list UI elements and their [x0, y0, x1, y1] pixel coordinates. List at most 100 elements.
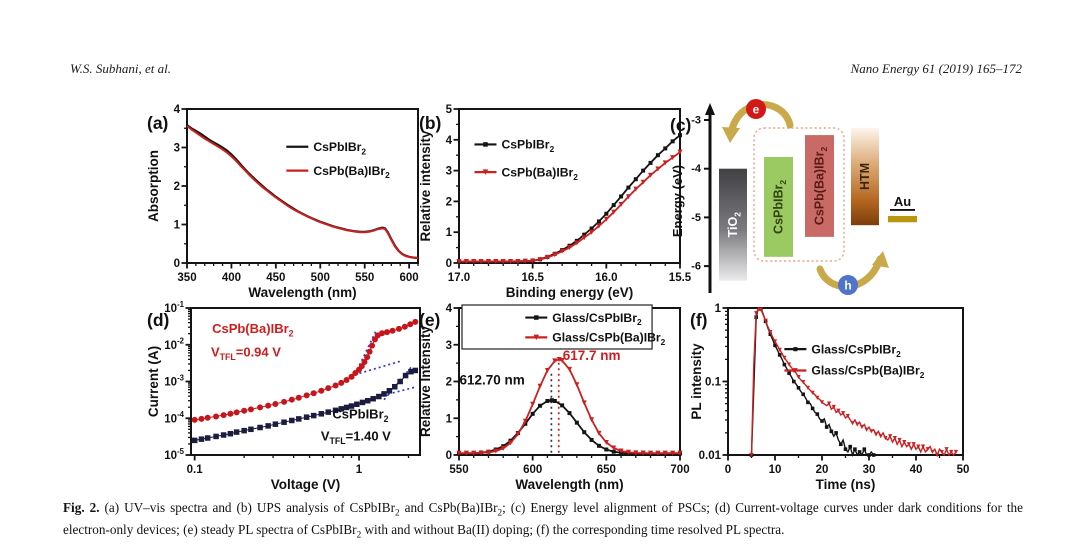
series-path: [194, 321, 416, 421]
y-tick-label: 2: [174, 181, 180, 193]
y-tick-label: 10-4: [164, 410, 184, 425]
x-tick-label: 0.1: [187, 464, 204, 476]
header-author: W.S. Subhani, et al.: [70, 61, 171, 76]
series-path: [459, 134, 681, 263]
x-tick-label: 550: [449, 464, 468, 476]
energy-bar-cspbibr2: [764, 157, 793, 257]
electron-symbol: e: [753, 103, 760, 117]
panel-letter: (a): [147, 113, 168, 133]
hole-symbol: h: [844, 279, 851, 293]
legend-box: [461, 304, 653, 350]
panel-d-iv-chart: 0.1 1 10-1 10-2 10-3 10-4 10-5 Voltage (V) Curre…: [145, 300, 430, 495]
x-tick-label: 16.5: [521, 272, 544, 284]
x-tick-label: 10: [769, 464, 782, 476]
y-tick-label: 1: [174, 220, 181, 232]
legend-item-label: CsPb(Ba)IBr2: [313, 164, 390, 180]
x-tick-label: 17.0: [448, 272, 470, 284]
figure-2: 350 400 450 500 550 600 0 1 2 3 4 Wavelength (nm) Ab…: [140, 95, 1020, 505]
energy-tick-label: -3: [691, 115, 701, 127]
y-axis-label: Relative Intensity: [418, 325, 433, 437]
x-tick-label: 40: [910, 464, 923, 476]
x-axis-label: Voltage (V): [271, 477, 341, 492]
x-tick-label: 20: [816, 464, 829, 476]
x-axis-label: Wavelength (nm): [515, 477, 623, 492]
panel-c-energy-diagram: -3 -4 -5 -6 Energy (eV) TiO2 CsPbIBr2 CsPb(Ba)I…: [670, 99, 950, 306]
x-tick-label: 400: [222, 272, 241, 284]
chart-svg-d: 0.1 1 10-1 10-2 10-3 10-4 10-5 Voltage (V) Curre…: [146, 300, 421, 492]
y-tick-label: 0.01: [699, 450, 722, 462]
y-tick-label: 4: [174, 104, 181, 116]
chart-annotation: CsPb(Ba)IBr2: [212, 321, 294, 339]
chart-annotation: VTFL=1.40 V: [321, 428, 391, 446]
perovskite-dotted-box: [753, 127, 845, 262]
series-path: [750, 306, 957, 457]
panel-e-pl-chart: 550 600 650 700 0 1 2 3 4 Wavelength (nm) Relative…: [417, 300, 692, 495]
x-tick-label: 16.0: [595, 272, 617, 284]
y-tick-label: 1: [715, 303, 722, 315]
y-tick-label: 3: [174, 143, 180, 155]
x-tick-label: 550: [355, 272, 374, 284]
hole-arrowhead: [872, 251, 889, 268]
legend-item-label: CsPbIBr2: [501, 138, 554, 154]
caption-label: Fig. 2.: [63, 500, 100, 515]
y-tick-label: 1: [446, 227, 453, 239]
x-tick-label: 1: [356, 464, 363, 476]
legend-item-label: CsPb(Ba)IBr2: [501, 165, 578, 181]
series-path: [186, 125, 419, 259]
legend-item-label: Glass/CsPbIBr2: [552, 311, 642, 327]
chart-svg-b: 17.0 16.5 16.0 15.5 0 1 2 3 4 5 Binding energy (eV…: [418, 104, 692, 300]
x-tick-label: 500: [311, 272, 330, 284]
energy-axis-label: Energy (eV): [670, 165, 685, 237]
energy-bar-au: [888, 215, 917, 223]
chart-svg-a: 350 400 450 500 550 600 0 1 2 3 4 Wavelength (nm) Ab…: [146, 104, 419, 300]
x-tick-label: 650: [597, 464, 616, 476]
chart-annotation: 617.7 nm: [563, 348, 621, 363]
series-path: [458, 399, 680, 455]
x-tick-label: 15.5: [669, 272, 692, 284]
y-tick-label: 5: [446, 104, 453, 116]
panel-letter: (f): [690, 310, 707, 330]
energy-tick-label: -5: [691, 212, 701, 224]
chart-svg-c: -3 -4 -5 -6 Energy (eV) TiO2 CsPbIBr2 CsPb(Ba)I…: [670, 99, 917, 295]
y-tick-label: 4: [446, 303, 453, 315]
bar-label-au: Au: [894, 194, 911, 209]
y-tick-label: 2: [446, 377, 452, 389]
legend-item-label: Glass/CsPb(Ba)IBr2: [811, 364, 924, 380]
chart-annotation: CsPbIBr2: [332, 406, 388, 424]
series-path: [186, 124, 419, 260]
legend-item-label: CsPbIBr2: [313, 140, 366, 156]
header-journal: Nano Energy 61 (2019) 165–172: [850, 61, 1022, 76]
x-axis-label: Wavelength (nm): [248, 285, 356, 300]
x-tick-label: 700: [670, 464, 689, 476]
bar-label-tio2: TiO2: [726, 212, 743, 238]
y-tick-label: 10-3: [164, 373, 184, 388]
caption-text: (a) UV–vis spectra and (b) UPS analysis …: [63, 500, 1023, 540]
y-tick-label: 0: [174, 258, 180, 270]
y-tick-label: 2: [446, 196, 452, 208]
chart-annotation: VTFL=0.94 V: [211, 345, 281, 363]
y-tick-label: 3: [446, 340, 452, 352]
panel-letter: (e): [419, 310, 440, 330]
x-tick-label: 30: [863, 464, 876, 476]
y-axis-label: Absorption: [146, 150, 161, 222]
legend-item-label: Glass/CsPbIBr2: [811, 342, 901, 358]
chart-svg-e: 550 600 650 700 0 1 2 3 4 Wavelength (nm) Relative…: [418, 303, 690, 492]
x-axis-label: Binding energy (eV): [506, 285, 634, 300]
x-tick-label: 600: [400, 272, 419, 284]
panel-b-ups-chart: 17.0 16.5 16.0 15.5 0 1 2 3 4 5 Binding energy (eV…: [417, 103, 692, 303]
y-tick-label: 0: [446, 450, 452, 462]
fit-line: [382, 386, 416, 397]
y-tick-label: 10-5: [164, 447, 184, 462]
y-tick-label: 10-1: [164, 300, 184, 315]
energy-tick-label: -4: [691, 163, 702, 175]
x-tick-label: 450: [266, 272, 285, 284]
panel-letter: (c): [670, 115, 691, 135]
electron-badge: [746, 99, 766, 119]
figure-caption: Fig. 2. (a) UV–vis spectra and (b) UPS a…: [63, 498, 1023, 542]
x-tick-label: 350: [177, 272, 196, 284]
energy-tick-label: -6: [691, 261, 701, 273]
bar-label-cspbba-ibr2: CsPb(Ba)IBr2: [813, 147, 830, 226]
energy-bar-cspbba-ibr2: [805, 135, 834, 237]
bar-label-cspbibr2: CsPbIBr2: [772, 180, 789, 234]
axis-arrow: [705, 103, 715, 115]
